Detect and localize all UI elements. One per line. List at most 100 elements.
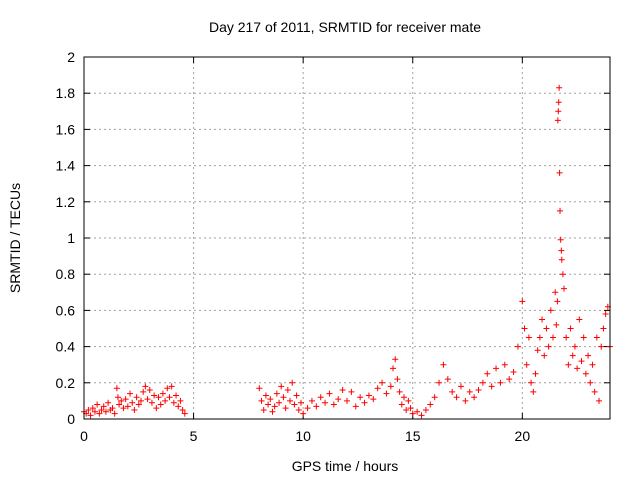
data-point [591, 388, 598, 395]
data-point [560, 285, 567, 292]
data-point [552, 289, 559, 296]
data-point [554, 117, 561, 124]
data-point [133, 394, 140, 401]
data-point [444, 376, 451, 383]
data-point [85, 406, 92, 413]
data-point [295, 406, 302, 413]
data-point [284, 387, 291, 394]
data-point [365, 392, 372, 399]
data-point [352, 403, 359, 410]
data-point [280, 394, 287, 401]
data-point [440, 361, 447, 368]
data-point [159, 390, 166, 397]
data-point [129, 399, 136, 406]
y-tick-label: 0 [67, 411, 75, 427]
data-point [539, 316, 546, 323]
data-point [409, 410, 416, 417]
data-point [148, 399, 155, 406]
data-point [258, 397, 265, 404]
data-point [276, 399, 283, 406]
data-point [574, 365, 581, 372]
data-point [534, 347, 541, 354]
data-point [151, 392, 158, 399]
data-point [94, 401, 101, 408]
data-point [394, 376, 401, 383]
data-point [265, 401, 272, 408]
data-point [578, 358, 585, 365]
data-point [114, 394, 121, 401]
data-point [140, 388, 147, 395]
data-point [565, 361, 572, 368]
data-point [493, 365, 500, 372]
data-point [580, 334, 587, 341]
data-point [407, 405, 414, 412]
data-point [519, 298, 526, 305]
data-point [271, 403, 278, 410]
data-point [582, 370, 589, 377]
data-point [556, 84, 563, 91]
data-point [479, 379, 486, 386]
data-point [155, 394, 162, 401]
data-point [547, 307, 554, 314]
x-tick-label: 10 [295, 428, 311, 444]
data-point [374, 385, 381, 392]
data-point [304, 405, 311, 412]
data-point [593, 334, 600, 341]
x-tick-label: 20 [515, 428, 531, 444]
data-point [550, 334, 557, 341]
y-tick-label: 1.6 [56, 121, 76, 137]
data-point [418, 412, 425, 419]
data-point [557, 236, 564, 243]
y-tick-label: 1.8 [56, 85, 76, 101]
data-point [317, 394, 324, 401]
data-point [344, 397, 350, 404]
y-tick-label: 1.2 [56, 194, 76, 210]
data-point [256, 385, 263, 392]
data-point [525, 334, 532, 341]
data-point [536, 334, 543, 341]
data-point [168, 383, 175, 390]
data-point [91, 408, 98, 415]
data-point [162, 397, 169, 404]
data-point [313, 403, 320, 410]
data-point [326, 390, 333, 397]
data-point [414, 408, 421, 415]
data-point [563, 334, 570, 341]
data-point [587, 379, 594, 386]
data-point [602, 311, 609, 318]
data-point [559, 271, 566, 278]
data-point [113, 385, 120, 392]
data-point [291, 401, 298, 408]
data-point [164, 385, 171, 392]
data-point [100, 403, 107, 410]
y-tick-label: 0.8 [56, 266, 76, 282]
data-point [282, 405, 289, 412]
data-point [361, 399, 368, 406]
x-tick-label: 5 [190, 428, 198, 444]
data-point [173, 392, 180, 399]
data-point [598, 343, 605, 350]
data-point [96, 410, 103, 417]
data-point [403, 406, 410, 413]
data-point [528, 379, 535, 386]
data-point [506, 376, 513, 383]
data-point [131, 406, 138, 413]
data-point [181, 410, 188, 417]
data-point [379, 379, 386, 386]
data-point [449, 388, 456, 395]
data-point [122, 396, 129, 403]
data-points [81, 84, 613, 419]
data-point [596, 397, 603, 404]
data-point [390, 365, 397, 372]
data-point [87, 412, 94, 419]
data-point [457, 383, 464, 390]
data-point [297, 399, 304, 406]
data-point [269, 408, 276, 415]
data-point [177, 397, 184, 404]
data-point [339, 387, 346, 394]
data-point [392, 356, 399, 363]
data-point [422, 406, 429, 413]
data-point [398, 401, 405, 408]
data-point [569, 352, 576, 359]
chart-title: Day 217 of 2011, SRMTID for receiver mat… [209, 19, 481, 35]
